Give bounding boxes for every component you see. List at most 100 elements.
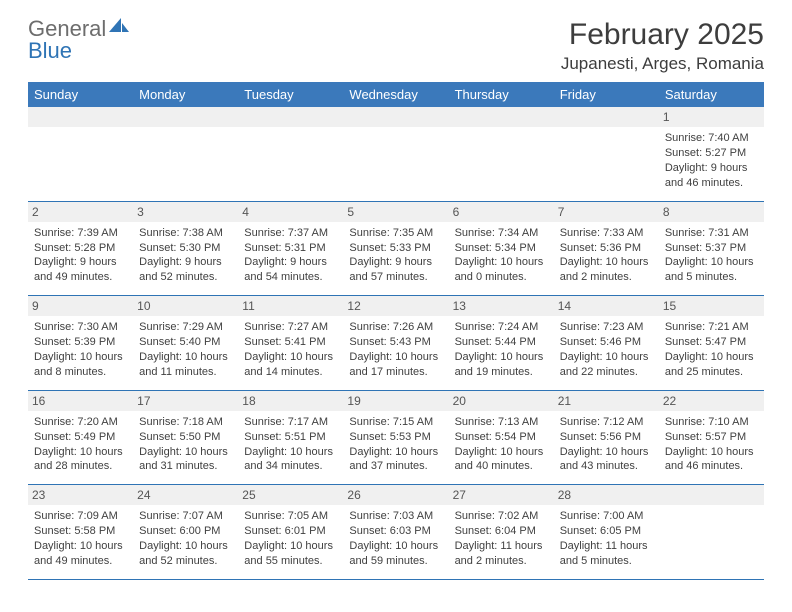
day-info-line: Sunset: 5:53 PM — [349, 430, 442, 445]
calendar-table: Sunday Monday Tuesday Wednesday Thursday… — [28, 82, 764, 580]
day-info-line: Sunset: 5:27 PM — [665, 146, 758, 161]
day-info-line: Sunrise: 7:10 AM — [665, 415, 758, 430]
day-number: 13 — [449, 296, 554, 316]
day-info: Sunrise: 7:00 AMSunset: 6:05 PMDaylight:… — [560, 509, 653, 568]
day-number: 25 — [238, 485, 343, 505]
day-info-line: Daylight: 9 hours and 49 minutes. — [34, 255, 127, 285]
day-info-line: Daylight: 10 hours and 40 minutes. — [455, 445, 548, 475]
day-number: 9 — [28, 296, 133, 316]
day-info: Sunrise: 7:35 AMSunset: 5:33 PMDaylight:… — [349, 226, 442, 285]
day-info: Sunrise: 7:24 AMSunset: 5:44 PMDaylight:… — [455, 320, 548, 379]
day-info: Sunrise: 7:02 AMSunset: 6:04 PMDaylight:… — [455, 509, 548, 568]
day-info-line: Sunset: 5:34 PM — [455, 241, 548, 256]
day-number: 12 — [343, 296, 448, 316]
day-info: Sunrise: 7:13 AMSunset: 5:54 PMDaylight:… — [455, 415, 548, 474]
day-info-line: Sunrise: 7:07 AM — [139, 509, 232, 524]
day-info-line: Sunset: 5:28 PM — [34, 241, 127, 256]
day-info-line: Sunset: 5:31 PM — [244, 241, 337, 256]
day-info-line: Sunrise: 7:09 AM — [34, 509, 127, 524]
day-info-line: Sunrise: 7:31 AM — [665, 226, 758, 241]
day-info-line: Sunrise: 7:17 AM — [244, 415, 337, 430]
calendar-day-cell: 5 Sunrise: 7:35 AMSunset: 5:33 PMDaylight… — [343, 201, 448, 296]
day-info: Sunrise: 7:10 AMSunset: 5:57 PMDaylight:… — [665, 415, 758, 474]
calendar-empty-cell — [659, 485, 764, 580]
day-info-line: Sunset: 6:01 PM — [244, 524, 337, 539]
calendar-day-cell: 14Sunrise: 7:23 AMSunset: 5:46 PMDayligh… — [554, 296, 659, 391]
calendar-day-cell: 10Sunrise: 7:29 AMSunset: 5:40 PMDayligh… — [133, 296, 238, 391]
day-info-line: Daylight: 10 hours and 8 minutes. — [34, 350, 127, 380]
day-info-line: Sunset: 5:58 PM — [34, 524, 127, 539]
calendar-day-cell: 27 Sunrise: 7:02 AMSunset: 6:04 PMDayligh… — [449, 485, 554, 580]
day-info-line: Daylight: 10 hours and 25 minutes. — [665, 350, 758, 380]
day-info-line: Daylight: 10 hours and 31 minutes. — [139, 445, 232, 475]
day-info: Sunrise: 7:33 AMSunset: 5:36 PMDaylight:… — [560, 226, 653, 285]
day-info-line: Sunrise: 7:23 AM — [560, 320, 653, 335]
day-info-line: Daylight: 10 hours and 49 minutes. — [34, 539, 127, 569]
brand-sail-icon — [109, 14, 129, 36]
day-number: 20 — [449, 391, 554, 411]
calendar-day-cell: 21Sunrise: 7:12 AMSunset: 5:56 PMDayligh… — [554, 390, 659, 485]
calendar-empty-cell — [554, 107, 659, 201]
calendar-day-cell: 20 Sunrise: 7:13 AMSunset: 5:54 PMDayligh… — [449, 390, 554, 485]
day-info-line: Daylight: 11 hours and 5 minutes. — [560, 539, 653, 569]
calendar-week-row: 16 Sunrise: 7:20 AMSunset: 5:49 PMDayligh… — [28, 390, 764, 485]
day-number — [659, 485, 764, 505]
day-info: Sunrise: 7:37 AMSunset: 5:31 PMDaylight:… — [244, 226, 337, 285]
day-info-line: Sunset: 5:50 PM — [139, 430, 232, 445]
day-info-line: Sunrise: 7:12 AM — [560, 415, 653, 430]
day-info-line: Daylight: 10 hours and 5 minutes. — [665, 255, 758, 285]
day-info-line: Daylight: 10 hours and 11 minutes. — [139, 350, 232, 380]
day-info-line: Daylight: 10 hours and 17 minutes. — [349, 350, 442, 380]
day-number: 23 — [28, 485, 133, 505]
day-number — [343, 107, 448, 127]
day-info-line: Daylight: 9 hours and 54 minutes. — [244, 255, 337, 285]
day-number — [133, 107, 238, 127]
weekday-header: Friday — [554, 82, 659, 107]
calendar-day-cell: 11Sunrise: 7:27 AMSunset: 5:41 PMDayligh… — [238, 296, 343, 391]
day-number: 15 — [659, 296, 764, 316]
day-number — [28, 107, 133, 127]
day-number: 3 — [133, 202, 238, 222]
day-info-line: Sunset: 5:57 PM — [665, 430, 758, 445]
day-info-line: Daylight: 10 hours and 46 minutes. — [665, 445, 758, 475]
day-info-line: Sunrise: 7:34 AM — [455, 226, 548, 241]
calendar-week-row: 23Sunrise: 7:09 AMSunset: 5:58 PMDayligh… — [28, 485, 764, 580]
day-info-line: Sunset: 5:41 PM — [244, 335, 337, 350]
day-info: Sunrise: 7:40 AMSunset: 5:27 PMDaylight:… — [665, 131, 758, 190]
calendar-day-cell: 2Sunrise: 7:39 AMSunset: 5:28 PMDaylight… — [28, 201, 133, 296]
brand-logo: General Blue — [28, 18, 129, 62]
calendar-body: 1Sunrise: 7:40 AMSunset: 5:27 PMDaylight… — [28, 107, 764, 579]
day-info: Sunrise: 7:20 AMSunset: 5:49 PMDaylight:… — [34, 415, 127, 474]
day-info-line: Sunrise: 7:13 AM — [455, 415, 548, 430]
day-info-line: Sunset: 5:30 PM — [139, 241, 232, 256]
day-info: Sunrise: 7:05 AMSunset: 6:01 PMDaylight:… — [244, 509, 337, 568]
day-info-line: Sunset: 5:40 PM — [139, 335, 232, 350]
day-number: 16 — [28, 391, 133, 411]
day-info-line: Sunset: 5:51 PM — [244, 430, 337, 445]
brand-word2: Blue — [28, 38, 72, 63]
day-info: Sunrise: 7:26 AMSunset: 5:43 PMDaylight:… — [349, 320, 442, 379]
day-info-line: Sunrise: 7:30 AM — [34, 320, 127, 335]
calendar-week-row: 2Sunrise: 7:39 AMSunset: 5:28 PMDaylight… — [28, 201, 764, 296]
day-info-line: Daylight: 10 hours and 52 minutes. — [139, 539, 232, 569]
day-number: 27 — [449, 485, 554, 505]
day-info-line: Sunset: 5:37 PM — [665, 241, 758, 256]
day-info-line: Daylight: 9 hours and 57 minutes. — [349, 255, 442, 285]
day-info-line: Sunrise: 7:37 AM — [244, 226, 337, 241]
day-number: 21 — [554, 391, 659, 411]
day-info: Sunrise: 7:07 AMSunset: 6:00 PMDaylight:… — [139, 509, 232, 568]
day-number: 26 — [343, 485, 448, 505]
calendar-empty-cell — [238, 107, 343, 201]
calendar-day-cell: 19Sunrise: 7:15 AMSunset: 5:53 PMDayligh… — [343, 390, 448, 485]
day-number: 5 — [343, 202, 448, 222]
calendar-day-cell: 17Sunrise: 7:18 AMSunset: 5:50 PMDayligh… — [133, 390, 238, 485]
day-info-line: Sunrise: 7:05 AM — [244, 509, 337, 524]
day-info-line: Sunrise: 7:24 AM — [455, 320, 548, 335]
day-info-line: Sunset: 5:56 PM — [560, 430, 653, 445]
day-info-line: Daylight: 10 hours and 19 minutes. — [455, 350, 548, 380]
day-info: Sunrise: 7:09 AMSunset: 5:58 PMDaylight:… — [34, 509, 127, 568]
calendar-day-cell: 28Sunrise: 7:00 AMSunset: 6:05 PMDayligh… — [554, 485, 659, 580]
day-info-line: Sunset: 5:39 PM — [34, 335, 127, 350]
day-info-line: Daylight: 10 hours and 37 minutes. — [349, 445, 442, 475]
day-info-line: Sunset: 6:00 PM — [139, 524, 232, 539]
